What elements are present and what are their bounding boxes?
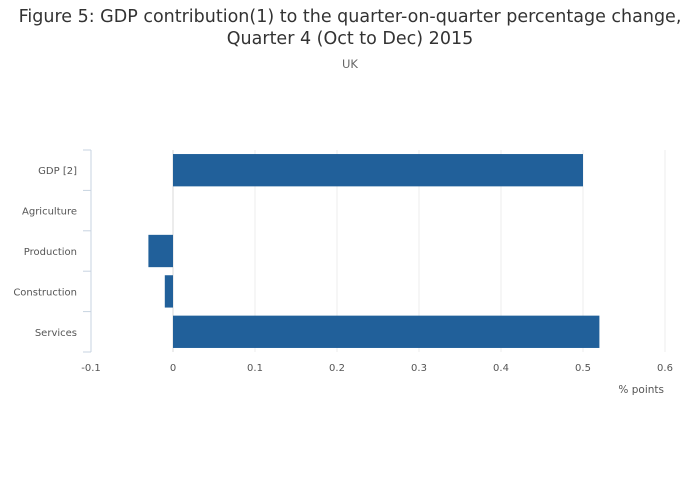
chart-title-line-1: Figure 5: GDP contribution(1) to the qua… (18, 7, 682, 27)
x-tick-label: 0.4 (493, 363, 509, 374)
y-tick-label: Services (35, 328, 77, 339)
bar (173, 154, 583, 187)
y-tick-label: GDP [2] (38, 166, 77, 177)
x-tick-label: 0.6 (657, 363, 673, 374)
x-tick-label: 0.2 (329, 363, 345, 374)
x-tick-label: -0.1 (81, 363, 101, 374)
x-tick-label: 0.5 (575, 363, 591, 374)
chart-title: Figure 5: GDP contribution(1) to the qua… (0, 6, 700, 50)
chart-subtitle: UK (342, 57, 358, 71)
bar (148, 234, 173, 268)
x-axis-title: % points (618, 384, 664, 396)
x-tick-label: 0.1 (247, 363, 263, 374)
x-tick-label: 0.3 (411, 363, 427, 374)
y-tick-label: Production (24, 247, 77, 258)
bar (164, 275, 173, 308)
y-tick-label: Agriculture (22, 207, 77, 218)
y-tick-label: Construction (13, 287, 77, 298)
x-tick-label: 0 (170, 363, 176, 374)
bar (173, 315, 600, 348)
chart-title-line-2: Quarter 4 (Oct to Dec) 2015 (226, 29, 474, 49)
